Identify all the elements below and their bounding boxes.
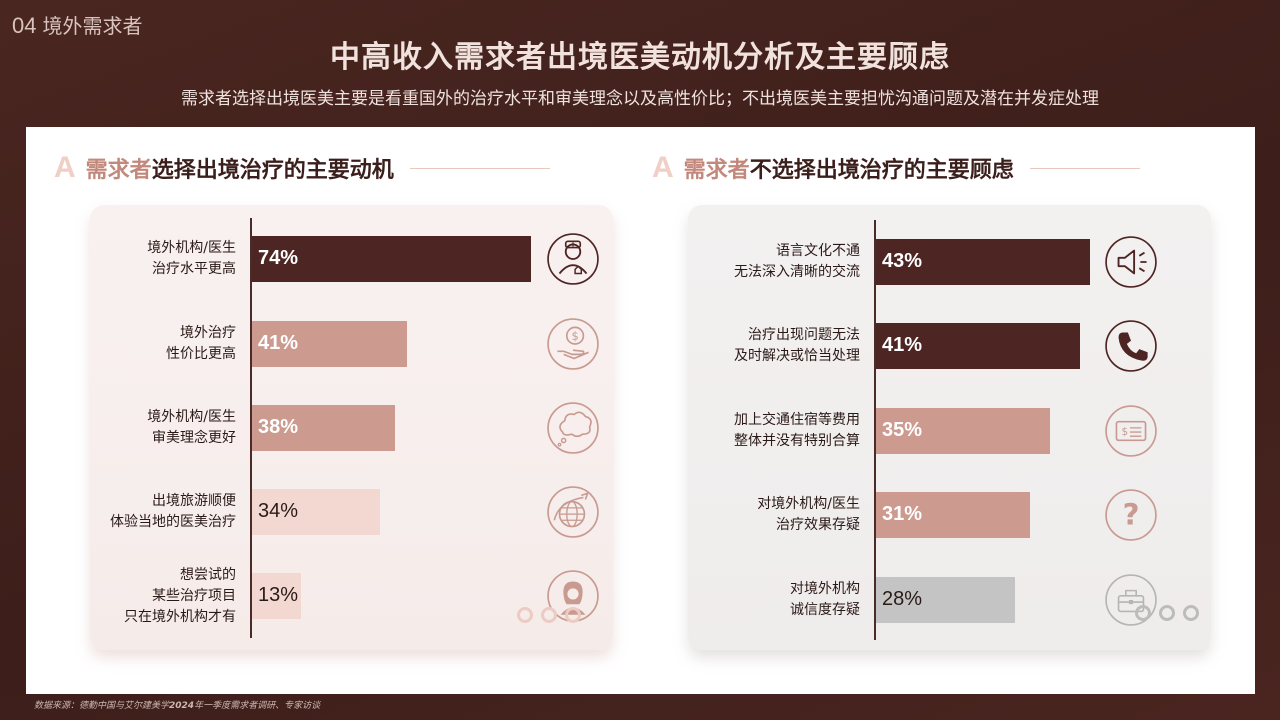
left-section-heading: A 需求者 选择出境治疗的主要动机: [54, 150, 550, 186]
bar-value-label: 31%: [882, 503, 923, 525]
section-tag: 04 境外需求者: [12, 10, 142, 39]
carousel-dots-right: [1135, 605, 1199, 621]
category-label: 加上交通住宿等费用 整体并没有特别合算: [734, 412, 860, 449]
speaker-icon: [1104, 235, 1158, 293]
category-label: 治疗出现问题无法 及时解决或恰当处理: [734, 327, 860, 364]
right-heading-highlight: 需求者: [683, 158, 750, 183]
section-badge-icon: A: [54, 151, 76, 184]
bar-value-label: 35%: [882, 419, 923, 441]
question-icon: ?: [1104, 488, 1158, 546]
bar-value-label: 41%: [882, 334, 923, 356]
right-heading-text: 不选择出境治疗的主要顾虑: [749, 158, 1014, 183]
svg-text:$: $: [571, 329, 578, 343]
chart-axis: [250, 218, 252, 638]
category-label: 境外治疗 性价比更高: [166, 325, 236, 362]
category-label: 对境外机构/医生 治疗效果存疑: [757, 496, 860, 533]
bar-value-label: 38%: [258, 416, 299, 438]
dot-icon: [541, 607, 557, 623]
money-hand-icon: $: [546, 317, 600, 375]
chart-axis: [874, 220, 876, 640]
chart-bar: [876, 323, 1080, 369]
carousel-dots-left: [517, 607, 581, 623]
category-label: 出境旅游顺便 体验当地的医美治疗: [110, 493, 236, 530]
doctor-icon: [546, 232, 600, 290]
chart-bar: [252, 236, 531, 282]
source-note: 数据来源：德勤中国与艾尔建美学2024年一季度需求者调研、专家访谈: [34, 698, 320, 711]
chart-bar: [252, 489, 380, 535]
page-title: 中高收入需求者出境医美动机分析及主要顾虑: [330, 40, 950, 75]
category-label: 对境外机构 诚信度存疑: [790, 581, 860, 618]
heading-rule: [409, 167, 550, 169]
svg-text:?: ?: [1123, 497, 1140, 531]
dot-icon: [1135, 605, 1151, 621]
bar-value-label: 28%: [882, 588, 923, 610]
category-label: 语言文化不通 无法深入清晰的交流: [734, 243, 860, 280]
category-label: 想尝试的 某些治疗项目 只在境外机构才有: [124, 566, 236, 625]
svg-text:$: $: [1121, 426, 1128, 438]
source-suffix: 年一季度需求者调研、专家访谈: [194, 701, 321, 711]
bar-value-label: 43%: [882, 250, 923, 272]
phone-icon: [1104, 319, 1158, 377]
category-label: 境外机构/医生 审美理念更好: [147, 409, 236, 446]
heading-rule: [1029, 167, 1140, 169]
chart-bar: [252, 321, 407, 367]
globe-plane-icon: [546, 485, 600, 543]
briefcase-icon: [1104, 573, 1158, 631]
right-section-heading: A 需求者 不选择出境治疗的主要顾虑: [652, 150, 1140, 186]
chart-bar: [876, 492, 1030, 538]
bar-value-label: 41%: [258, 332, 299, 354]
bar-value-label: 34%: [258, 500, 299, 522]
source-year: 2024: [169, 701, 195, 711]
section-number: 04: [12, 13, 37, 38]
chart-bar: [876, 239, 1090, 285]
source-prefix: 数据来源：德勤中国与艾尔建美学: [34, 701, 170, 711]
left-heading-text: 选择出境治疗的主要动机: [151, 158, 394, 183]
bill-icon: $: [1104, 404, 1158, 462]
page-subtitle: 需求者选择出境医美主要是看重国外的治疗水平和审美理念以及高性价比；不出境医美主要…: [181, 89, 1099, 109]
section-badge-icon: A: [652, 151, 674, 184]
category-label: 境外机构/医生 治疗水平更高: [147, 240, 236, 277]
chart-bar: [876, 577, 1015, 623]
dot-icon: [565, 607, 581, 623]
chart-bar: [876, 408, 1050, 454]
chart-bar: [252, 573, 301, 619]
dot-icon: [1159, 605, 1175, 621]
chart-bar: [252, 405, 395, 451]
dot-icon: [1183, 605, 1199, 621]
bar-value-label: 13%: [258, 584, 299, 606]
left-heading-highlight: 需求者: [85, 158, 152, 183]
dot-icon: [517, 607, 533, 623]
thought-bubble-icon: [546, 401, 600, 459]
bar-value-label: 74%: [258, 247, 299, 269]
section-name: 境外需求者: [42, 14, 143, 38]
